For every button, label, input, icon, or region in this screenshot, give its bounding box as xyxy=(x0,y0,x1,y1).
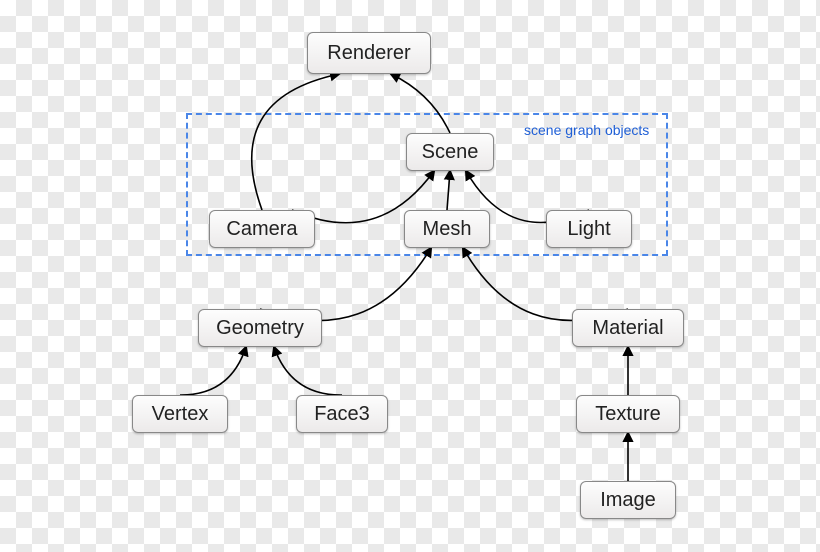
node-label-mesh: Mesh xyxy=(423,218,472,241)
node-camera: Camera xyxy=(209,210,315,248)
node-label-image: Image xyxy=(600,489,656,512)
scene-graph-group-label: scene graph objects xyxy=(524,122,649,138)
node-label-texture: Texture xyxy=(595,403,661,426)
node-renderer: Renderer xyxy=(307,32,431,74)
checker-background xyxy=(0,0,820,552)
node-vertex: Vertex xyxy=(132,395,228,433)
node-geometry: Geometry xyxy=(198,309,322,347)
node-light: Light xyxy=(546,210,632,248)
node-label-camera: Camera xyxy=(226,218,297,241)
node-material: Material xyxy=(572,309,684,347)
node-label-material: Material xyxy=(592,317,663,340)
node-label-light: Light xyxy=(567,218,610,241)
node-label-face3: Face3 xyxy=(314,403,370,426)
node-label-renderer: Renderer xyxy=(327,42,410,65)
node-label-scene: Scene xyxy=(422,141,479,164)
node-image: Image xyxy=(580,481,676,519)
node-texture: Texture xyxy=(576,395,680,433)
node-label-vertex: Vertex xyxy=(152,403,209,426)
node-label-geometry: Geometry xyxy=(216,317,304,340)
node-face3: Face3 xyxy=(296,395,388,433)
node-mesh: Mesh xyxy=(404,210,490,248)
node-scene: Scene xyxy=(406,133,494,171)
